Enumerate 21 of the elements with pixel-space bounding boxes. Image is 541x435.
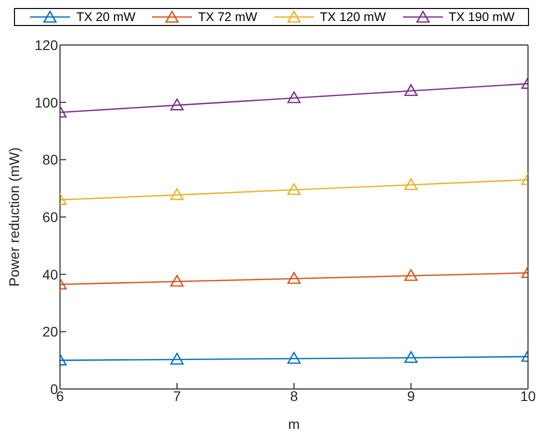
legend-label: TX 120 mW [318,10,386,24]
x-tick-label: 10 [520,388,536,404]
point [287,352,301,364]
y-axis-title: Power reduction (mW) [6,147,22,287]
point [287,91,301,104]
x-axis-title: m [288,416,300,432]
point [287,183,301,195]
y-tick-label: 20 [42,324,58,340]
y-tick-label: 40 [42,266,58,282]
x-tick-label: 6 [56,388,64,404]
legend-label: TX 72 mW [197,10,258,24]
x-tick-label: 7 [173,388,182,404]
x-tick-label: 9 [407,388,416,404]
y-tick-label: 60 [42,208,58,225]
x-tick-label: 8 [290,388,298,404]
y-tick-label: 100 [34,94,58,110]
y-tick-label: 80 [42,152,58,168]
legend-label: TX 20 mW [75,10,136,24]
point [287,272,301,284]
legend-label: TX 190 mW [448,10,515,24]
y-tick-label: 120 [34,36,58,53]
